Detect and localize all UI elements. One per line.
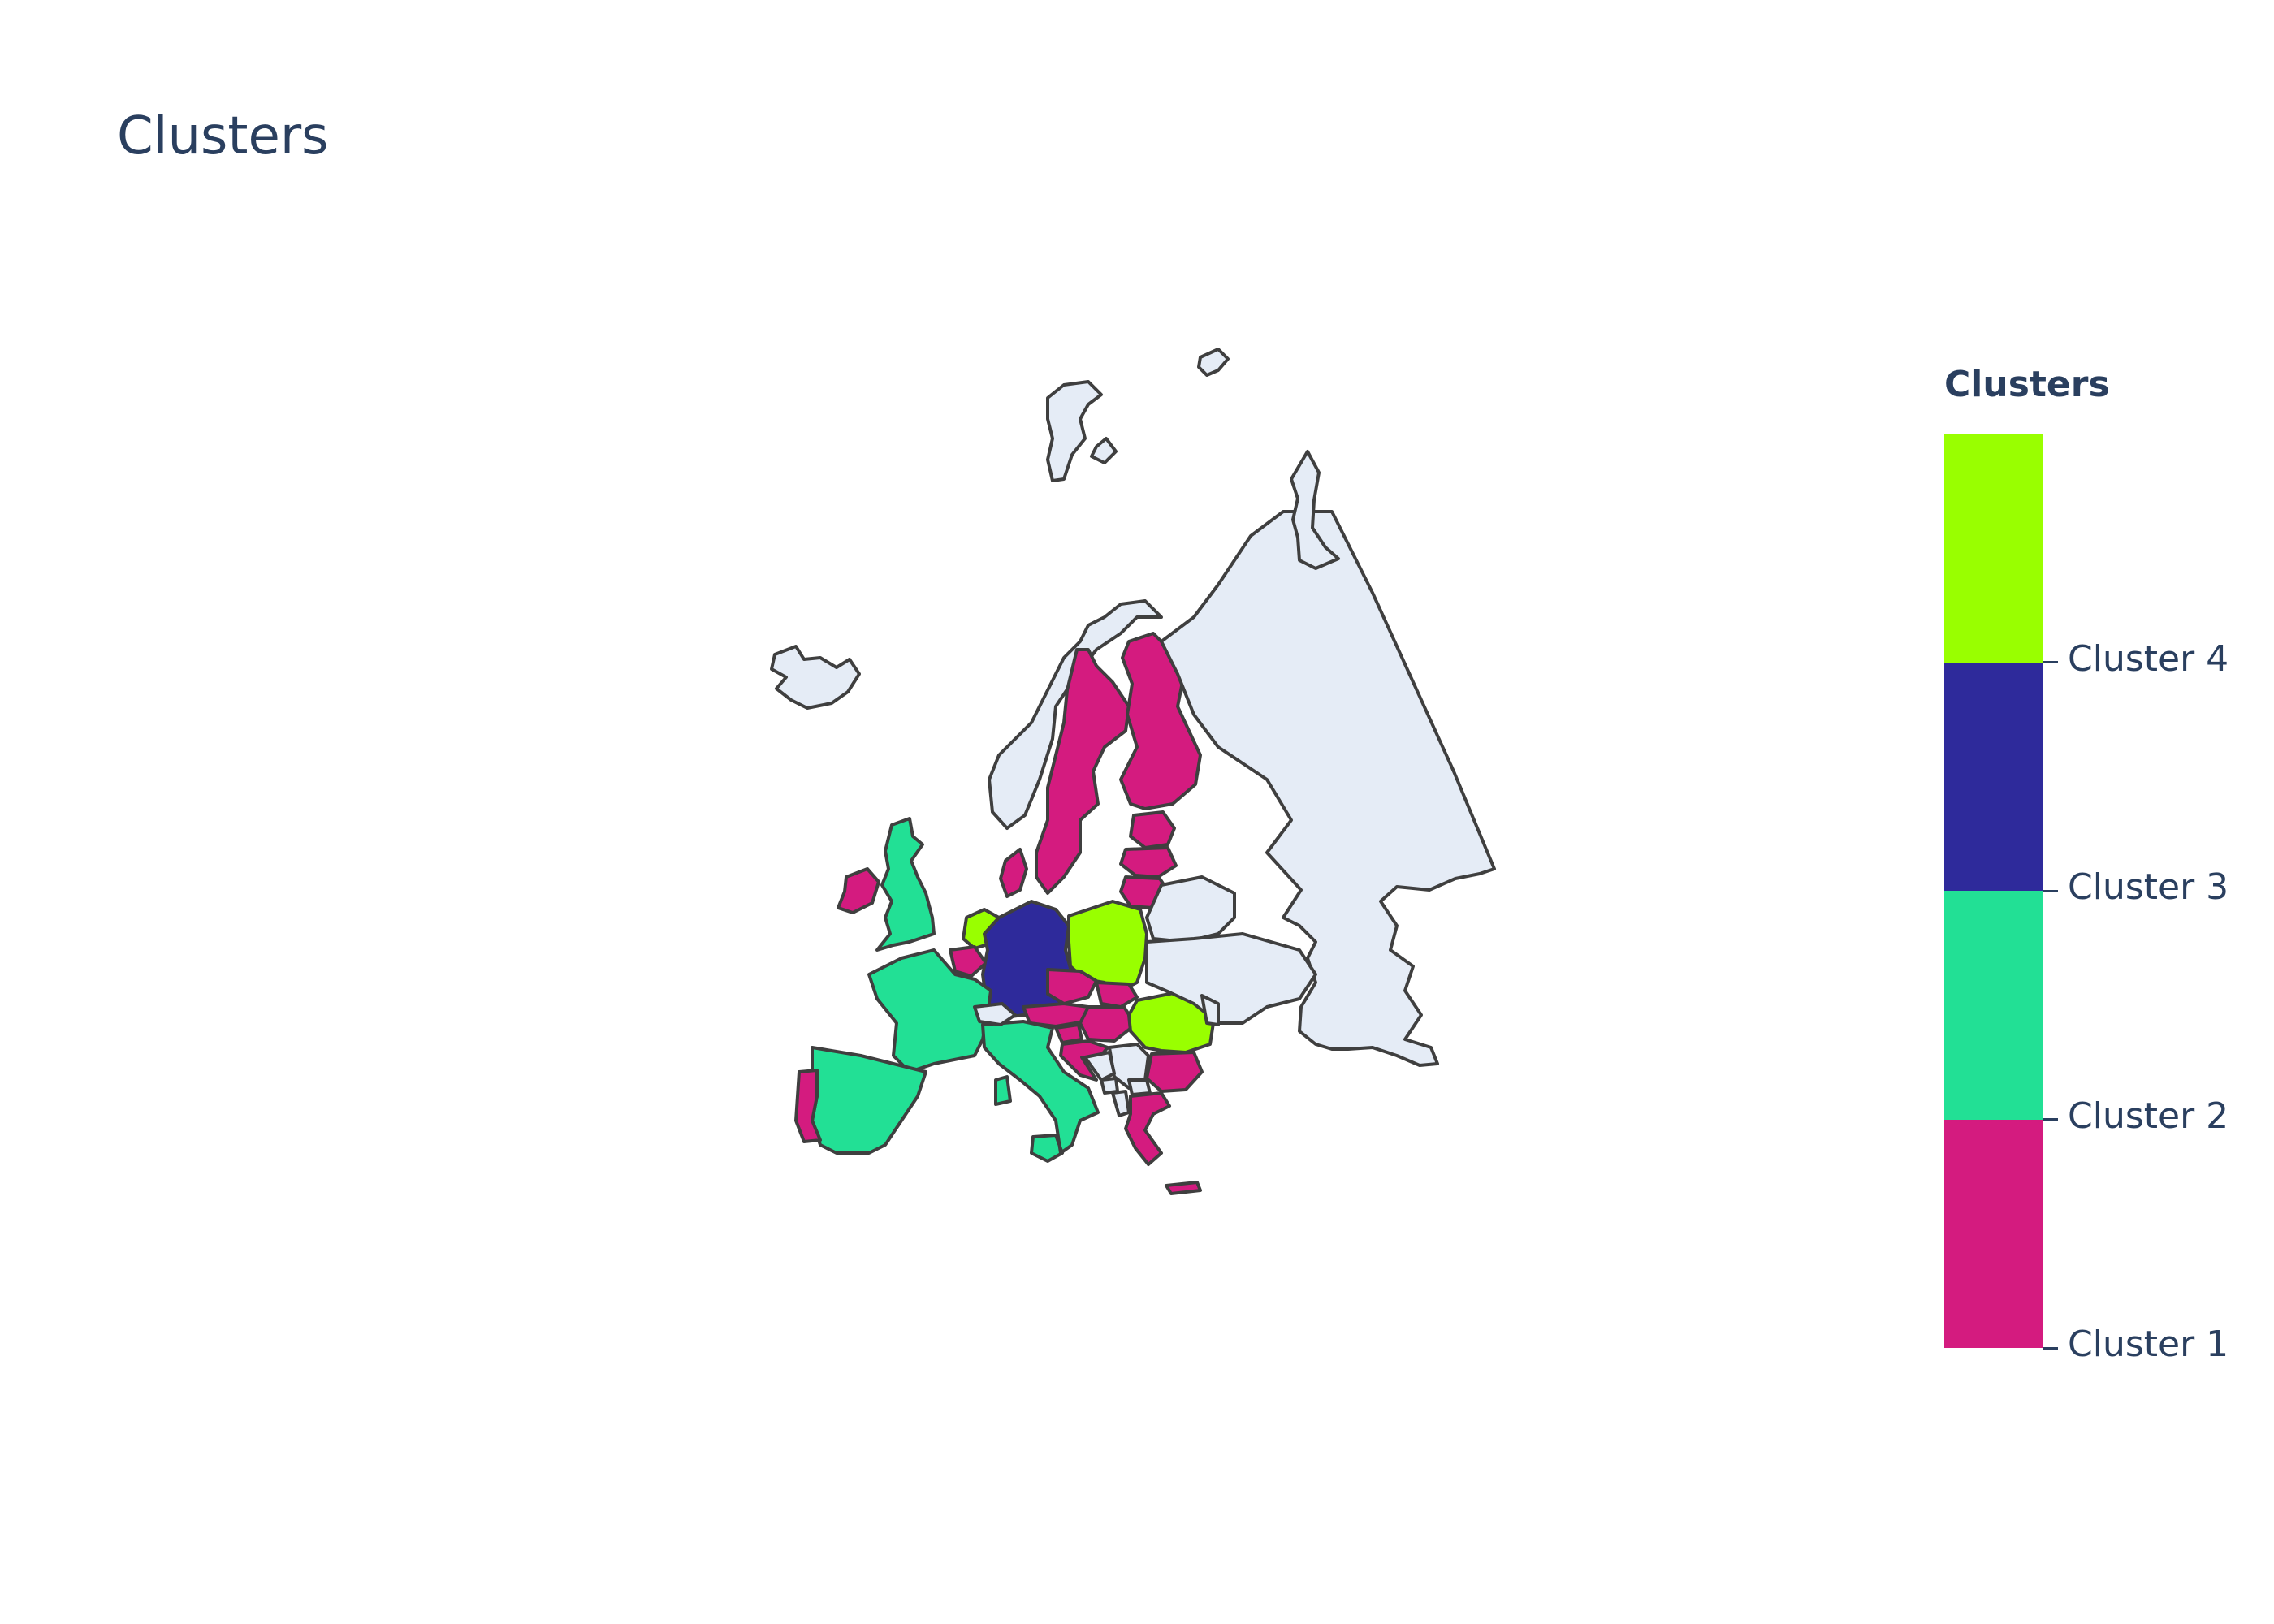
country-latvia[interactable] [1119, 846, 1178, 879]
country-novaya-zemlya[interactable] [1290, 450, 1340, 570]
colorbar-tick [2043, 1118, 2058, 1121]
colorbar-segment [1944, 891, 2043, 1120]
country-croatia[interactable] [1059, 1039, 1109, 1082]
country-switzerland[interactable] [973, 1002, 1017, 1026]
country-slovenia[interactable] [1054, 1023, 1083, 1044]
country-bosnia-and-herzegovina[interactable] [1083, 1051, 1116, 1082]
country-portugal[interactable] [794, 1069, 822, 1143]
country-estonia[interactable] [1129, 810, 1176, 849]
colorbar-segment [1944, 1119, 2043, 1348]
colorbar-tick [2043, 661, 2058, 663]
colorbar-tick [2043, 889, 2058, 892]
country-belarus[interactable] [1145, 875, 1236, 944]
country-czechia[interactable] [1046, 968, 1098, 1005]
chart-title: Clusters [117, 106, 329, 166]
country-montenegro[interactable] [1100, 1077, 1119, 1095]
country-cyprus[interactable] [1165, 1181, 1202, 1195]
colorbar [1944, 434, 2043, 1348]
country-bulgaria[interactable] [1145, 1051, 1204, 1093]
colorbar-tick-label: Cluster 1 [2068, 1324, 2229, 1365]
country-italy[interactable] [981, 1020, 1100, 1163]
colorbar-segment [1944, 662, 2043, 891]
colorbar-tick-label: Cluster 4 [2068, 637, 2229, 680]
country-sweden[interactable] [1035, 648, 1131, 895]
country-denmark[interactable] [999, 848, 1028, 898]
colorbar-segment [1944, 434, 2043, 663]
colorbar-tick-label: Cluster 2 [2068, 1095, 2229, 1137]
country-albania[interactable] [1111, 1090, 1131, 1117]
country-russia[interactable] [1160, 510, 1496, 1067]
country-hungary[interactable] [1079, 1005, 1137, 1043]
country-ireland[interactable] [837, 867, 880, 914]
colorbar-tick-label: Cluster 3 [2068, 866, 2229, 908]
country-united-kingdom[interactable] [875, 817, 936, 952]
colorbar-title: Clusters [1944, 364, 2110, 405]
country-belgium[interactable] [949, 945, 988, 978]
country-north-macedonia[interactable] [1127, 1078, 1152, 1096]
country-svalbard[interactable] [1046, 348, 1230, 482]
country-iceland[interactable] [770, 645, 861, 710]
colorbar-tick [2043, 1346, 2058, 1350]
country-france[interactable] [867, 948, 992, 1073]
country-moldova[interactable] [1200, 994, 1220, 1026]
country-greece[interactable] [1124, 1091, 1171, 1166]
country-norway[interactable] [988, 599, 1163, 830]
country-ukraine[interactable] [1145, 932, 1317, 1025]
country-slovakia[interactable] [1095, 981, 1139, 1009]
